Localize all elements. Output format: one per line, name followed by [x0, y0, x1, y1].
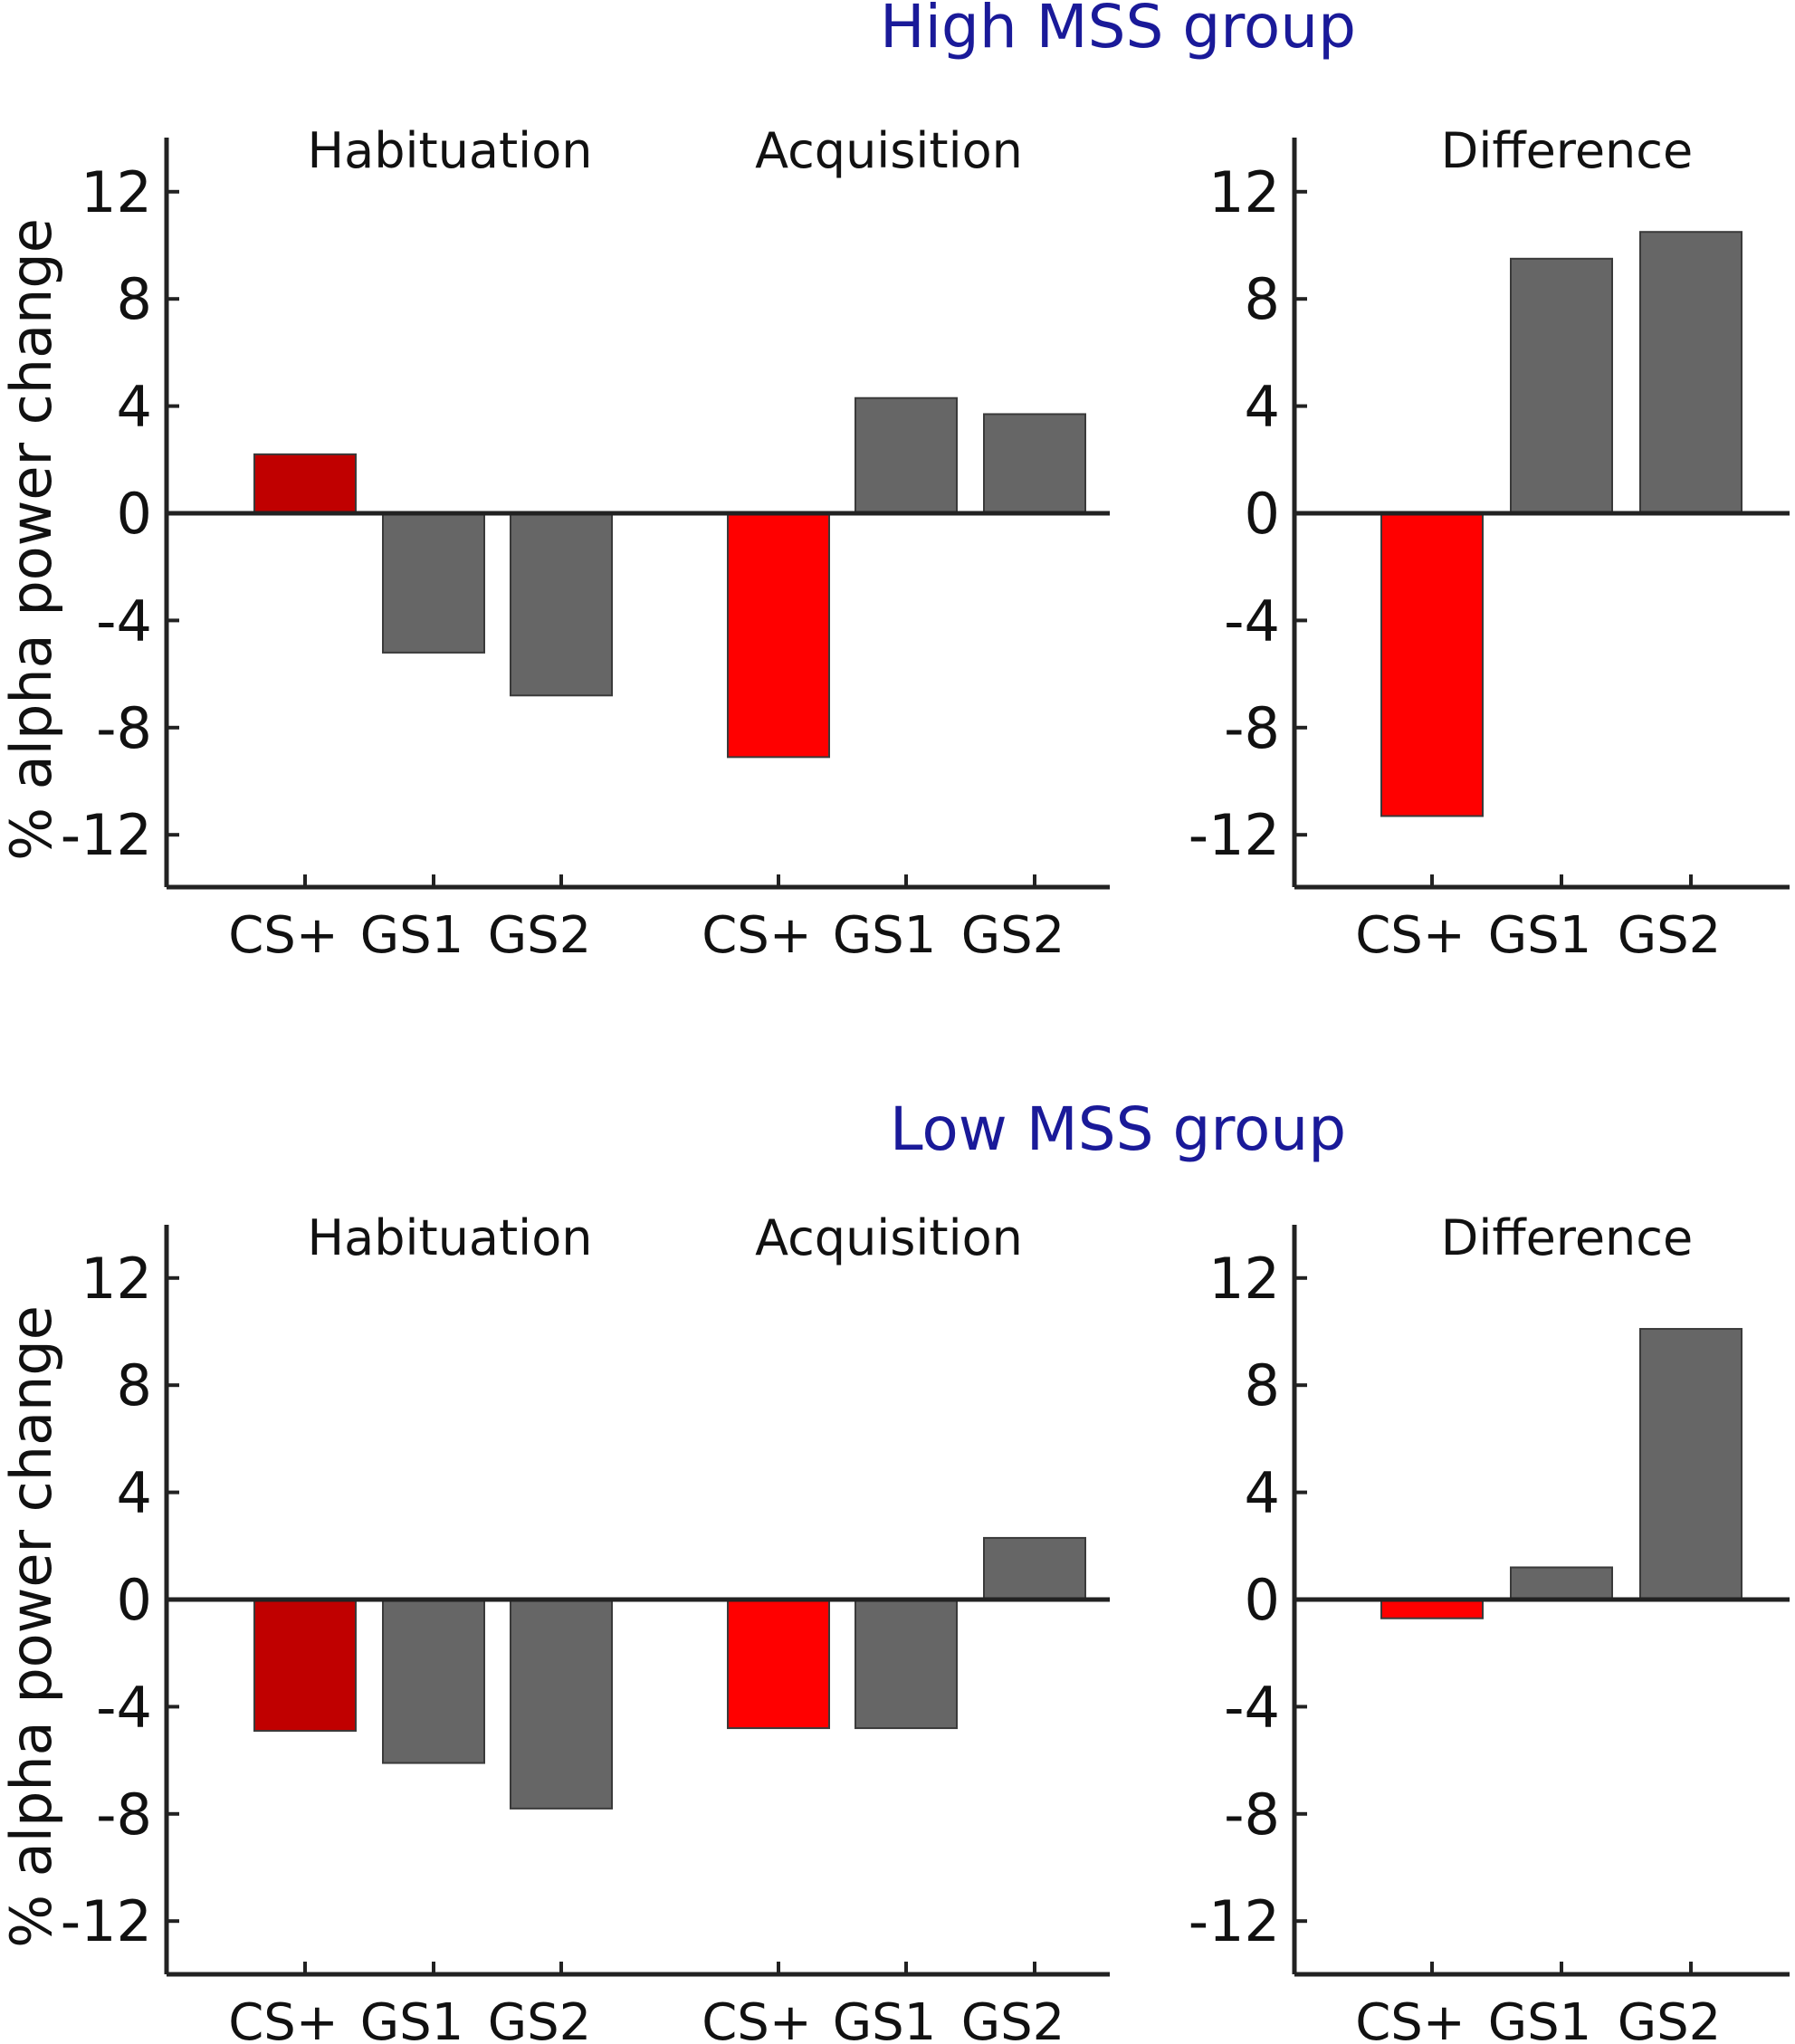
- x-tick-label: GS1: [1488, 906, 1592, 965]
- bar-3: [510, 1599, 613, 1810]
- bar-6: [983, 413, 1086, 515]
- panel-title: Difference: [1441, 122, 1693, 179]
- y-tick-label: 12: [1208, 1246, 1280, 1312]
- group-title: Low MSS group: [890, 1094, 1346, 1164]
- bar-6: [983, 1536, 1086, 1601]
- y-tick-label: -12: [61, 802, 152, 868]
- x-tick-label: GS2: [488, 906, 592, 965]
- y-tick-label: 8: [1245, 266, 1280, 332]
- y-tick-label: -4: [1224, 587, 1280, 654]
- y-tick-label: -8: [96, 695, 152, 761]
- panel-difference: -12 -8 -4 0 4 8 12 CS+ GS1 GS2 Difference: [1189, 1209, 1790, 2044]
- bar-4: [727, 1599, 830, 1730]
- y-tick-label: -8: [1224, 1781, 1280, 1848]
- bar-2: [382, 512, 485, 654]
- y-axis-label: % alpha power change: [0, 1305, 64, 1948]
- y-tick-label: 0: [117, 1567, 152, 1633]
- y-tick-label: -12: [1189, 1888, 1280, 1954]
- bar-3: [510, 512, 613, 697]
- x-tick-label: GS2: [961, 906, 1065, 965]
- group-title: High MSS group: [880, 0, 1356, 62]
- x-tick-label: GS1: [833, 906, 937, 965]
- y-tick-label: 4: [1245, 1460, 1280, 1526]
- bar-5: [855, 1599, 958, 1730]
- bar-2: [382, 1599, 485, 1764]
- y-tick-label: 12: [81, 159, 152, 225]
- panel-title: Habituation: [308, 1209, 593, 1266]
- bar-2: [1510, 1566, 1613, 1600]
- y-tick-label: -12: [61, 1888, 152, 1954]
- x-tick-label: GS1: [360, 906, 464, 965]
- panel-title: Habituation: [308, 122, 593, 179]
- bar-1: [253, 1599, 357, 1733]
- y-tick-label: 12: [1208, 159, 1280, 225]
- y-tick-label: -4: [96, 587, 152, 654]
- x-tick-label: CS+: [228, 1993, 339, 2044]
- bar-5: [855, 396, 958, 514]
- bar-3: [1639, 231, 1742, 514]
- bar-3: [1639, 1328, 1742, 1601]
- x-tick-label: GS1: [833, 1993, 937, 2044]
- y-tick-label: -8: [1224, 695, 1280, 761]
- bar-2: [1510, 257, 1613, 514]
- x-tick-label: GS2: [961, 1993, 1065, 2044]
- panel-main: -12 -8 -4 0 4 8 12 CS+ GS1 GS2 CS+ GS1 GS2 Habituatio…: [0, 122, 1110, 965]
- y-tick-label: 4: [117, 374, 152, 440]
- panel-title: Acquisition: [755, 122, 1023, 179]
- x-tick-label: GS1: [1488, 1993, 1592, 2044]
- chart-group-1: High MSS group -12 -8 -4 0 4 8 12 CS+ GS1 GS2 CS+ GS…: [0, 0, 1790, 965]
- chart-group-2: Low MSS group -12 -8 -4 0 4 8 12 CS+ GS1 GS2 CS+ GS1…: [0, 1094, 1790, 2044]
- bar-4: [727, 512, 830, 759]
- y-tick-label: -8: [96, 1781, 152, 1848]
- y-tick-label: 0: [1245, 481, 1280, 547]
- y-tick-label: 8: [117, 1352, 152, 1418]
- bar-1: [1380, 1599, 1484, 1619]
- x-tick-label: GS1: [360, 1993, 464, 2044]
- y-tick-label: 4: [117, 1460, 152, 1526]
- x-tick-label: GS2: [488, 1993, 592, 2044]
- x-tick-label: CS+: [702, 906, 812, 965]
- y-tick-label: 8: [117, 266, 152, 332]
- y-tick-label: -12: [1189, 802, 1280, 868]
- x-tick-label: GS2: [1618, 906, 1722, 965]
- y-tick-label: 4: [1245, 374, 1280, 440]
- y-tick-label: -4: [1224, 1674, 1280, 1740]
- x-tick-label: CS+: [1355, 906, 1466, 965]
- panel-main: -12 -8 -4 0 4 8 12 CS+ GS1 GS2 CS+ GS1 GS2 Habituatio…: [0, 1209, 1110, 2044]
- y-axis-label: % alpha power change: [0, 218, 64, 861]
- x-tick-label: GS2: [1618, 1993, 1722, 2044]
- panel-title: Acquisition: [755, 1209, 1023, 1266]
- bar-1: [1380, 512, 1484, 817]
- bar-1: [253, 453, 357, 515]
- panel-difference: -12 -8 -4 0 4 8 12 CS+ GS1 GS2 Difference: [1189, 122, 1790, 965]
- x-tick-label: CS+: [1355, 1993, 1466, 2044]
- y-tick-label: 12: [81, 1246, 152, 1312]
- x-tick-label: CS+: [228, 906, 339, 965]
- panel-title: Difference: [1441, 1209, 1693, 1266]
- y-tick-label: 8: [1245, 1352, 1280, 1418]
- y-tick-label: -4: [96, 1674, 152, 1740]
- y-tick-label: 0: [1245, 1567, 1280, 1633]
- x-tick-label: CS+: [702, 1993, 812, 2044]
- y-tick-label: 0: [117, 481, 152, 547]
